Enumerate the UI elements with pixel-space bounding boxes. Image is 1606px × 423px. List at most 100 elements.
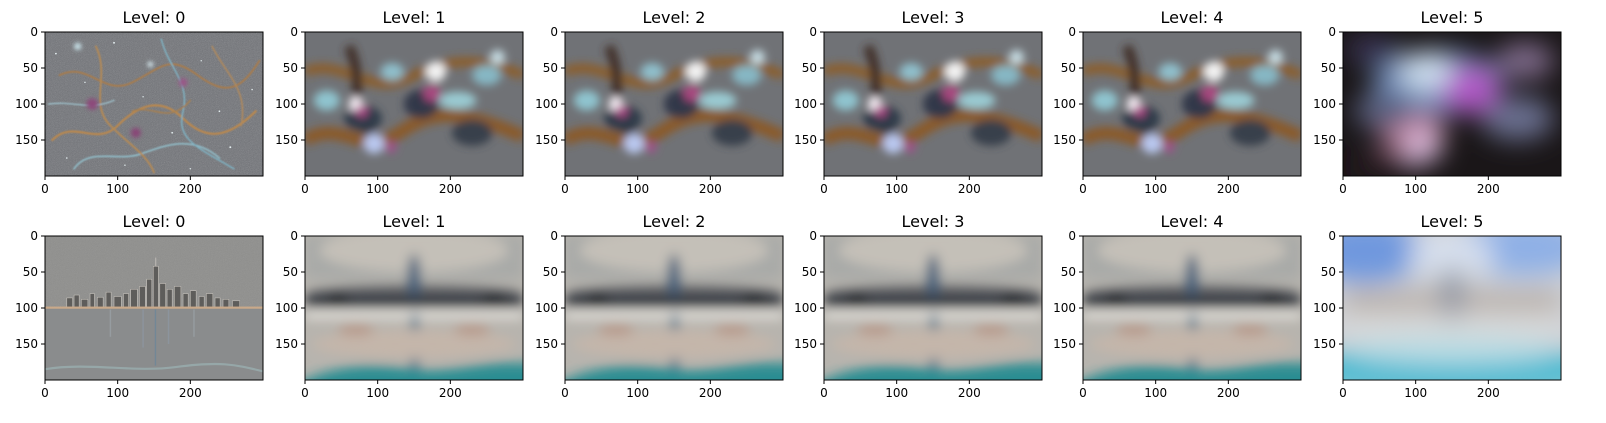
x-tick-label: 100 [626, 182, 649, 196]
y-tick-label: 100 [535, 301, 558, 315]
y-tick-label: 150 [1313, 337, 1336, 351]
x-tick-label: 100 [366, 182, 389, 196]
y-tick-label: 150 [794, 133, 817, 147]
panel: Level: 5 0 100 200 0 50 100 150 [1307, 212, 1598, 400]
x-tick-label: 0 [301, 182, 309, 196]
pyramid-image [550, 229, 797, 395]
y-tick-label: 150 [794, 337, 817, 351]
y-tick-label: 100 [15, 301, 38, 315]
x-tick-label: 200 [1477, 182, 1500, 196]
panel-title: Level: 4 [1161, 212, 1224, 231]
y-tick-label: 150 [15, 337, 38, 351]
pyramid-image [1343, 32, 1561, 176]
pyramid-image [45, 236, 263, 380]
panel-title: Level: 1 [383, 8, 446, 27]
y-tick-label: 50 [1321, 265, 1336, 279]
x-tick-label: 100 [366, 386, 389, 400]
y-tick-label: 100 [794, 97, 817, 111]
panel-title: Level: 0 [123, 8, 186, 27]
x-tick-label: 200 [439, 386, 462, 400]
y-tick-label: 50 [543, 61, 558, 75]
panel: Level: 0 0 100 200 0 50 100 150 [15, 8, 264, 196]
x-tick-label: 0 [41, 182, 49, 196]
y-tick-label: 0 [290, 25, 298, 39]
pyramid-image [290, 229, 537, 395]
x-tick-label: 200 [1217, 182, 1240, 196]
x-tick-label: 100 [106, 182, 129, 196]
pyramid-image [1083, 32, 1301, 176]
pyramid-image [45, 32, 263, 176]
x-tick-label: 200 [1217, 386, 1240, 400]
y-tick-label: 100 [275, 97, 298, 111]
y-tick-label: 150 [535, 133, 558, 147]
y-tick-label: 150 [1053, 337, 1076, 351]
x-tick-label: 0 [301, 386, 309, 400]
y-tick-label: 100 [1053, 97, 1076, 111]
y-tick-label: 50 [802, 265, 817, 279]
x-tick-label: 100 [1144, 182, 1167, 196]
y-tick-label: 150 [15, 133, 38, 147]
panel-title: Level: 2 [643, 8, 706, 27]
x-tick-label: 200 [179, 386, 202, 400]
panel-title: Level: 5 [1421, 8, 1484, 27]
y-tick-label: 0 [809, 229, 817, 243]
pyramid-image [824, 32, 1042, 176]
y-tick-label: 0 [30, 25, 38, 39]
panel: Level: 1 0 100 200 0 50 100 150 [275, 8, 524, 196]
y-tick-label: 0 [1068, 25, 1076, 39]
x-tick-label: 0 [1339, 182, 1347, 196]
x-tick-label: 0 [1079, 182, 1087, 196]
panel-title: Level: 3 [902, 8, 965, 27]
panel-title: Level: 2 [643, 212, 706, 231]
y-tick-label: 50 [283, 265, 298, 279]
panel: Level: 4 0 100 200 0 50 100 150 [1053, 212, 1302, 400]
x-tick-label: 0 [41, 386, 49, 400]
y-tick-label: 100 [794, 301, 817, 315]
y-tick-label: 100 [15, 97, 38, 111]
pyramid-image [1307, 218, 1598, 394]
y-tick-label: 0 [1328, 25, 1336, 39]
y-tick-label: 0 [550, 229, 558, 243]
x-tick-label: 0 [1339, 386, 1347, 400]
x-tick-label: 0 [820, 386, 828, 400]
y-tick-label: 100 [1313, 301, 1336, 315]
panel: Level: 2 0 100 200 0 50 100 150 [535, 212, 797, 400]
pyramid-image [809, 229, 1056, 395]
x-tick-label: 0 [1079, 386, 1087, 400]
panel-title: Level: 1 [383, 212, 446, 231]
y-tick-label: 50 [543, 265, 558, 279]
pyramid-image [305, 32, 523, 176]
panel: Level: 2 0 100 200 0 50 100 150 [535, 8, 784, 196]
x-tick-label: 0 [561, 182, 569, 196]
y-tick-label: 0 [550, 25, 558, 39]
x-tick-label: 100 [1404, 182, 1427, 196]
y-tick-label: 0 [1068, 229, 1076, 243]
panel-title: Level: 4 [1161, 8, 1224, 27]
x-tick-label: 100 [885, 182, 908, 196]
y-tick-label: 100 [1313, 97, 1336, 111]
y-tick-label: 150 [535, 337, 558, 351]
y-tick-label: 50 [1061, 265, 1076, 279]
y-tick-label: 50 [23, 61, 38, 75]
x-tick-label: 100 [106, 386, 129, 400]
y-tick-label: 50 [23, 265, 38, 279]
y-tick-label: 150 [1053, 133, 1076, 147]
y-tick-label: 100 [275, 301, 298, 315]
x-tick-label: 200 [699, 182, 722, 196]
x-tick-label: 200 [958, 386, 981, 400]
x-tick-label: 200 [958, 182, 981, 196]
x-tick-label: 200 [179, 182, 202, 196]
panel-title: Level: 0 [123, 212, 186, 231]
y-tick-label: 150 [1313, 133, 1336, 147]
panel-title: Level: 3 [902, 212, 965, 231]
panel-title: Level: 5 [1421, 212, 1484, 231]
y-tick-label: 50 [802, 61, 817, 75]
y-tick-label: 150 [275, 133, 298, 147]
panel: Level: 5 0 100 200 0 50 100 150 [1313, 8, 1562, 196]
x-tick-label: 100 [1144, 386, 1167, 400]
panel: Level: 0 0 100 200 0 50 100 150 [15, 212, 264, 400]
x-tick-label: 200 [699, 386, 722, 400]
x-tick-label: 0 [561, 386, 569, 400]
y-tick-label: 50 [1061, 61, 1076, 75]
